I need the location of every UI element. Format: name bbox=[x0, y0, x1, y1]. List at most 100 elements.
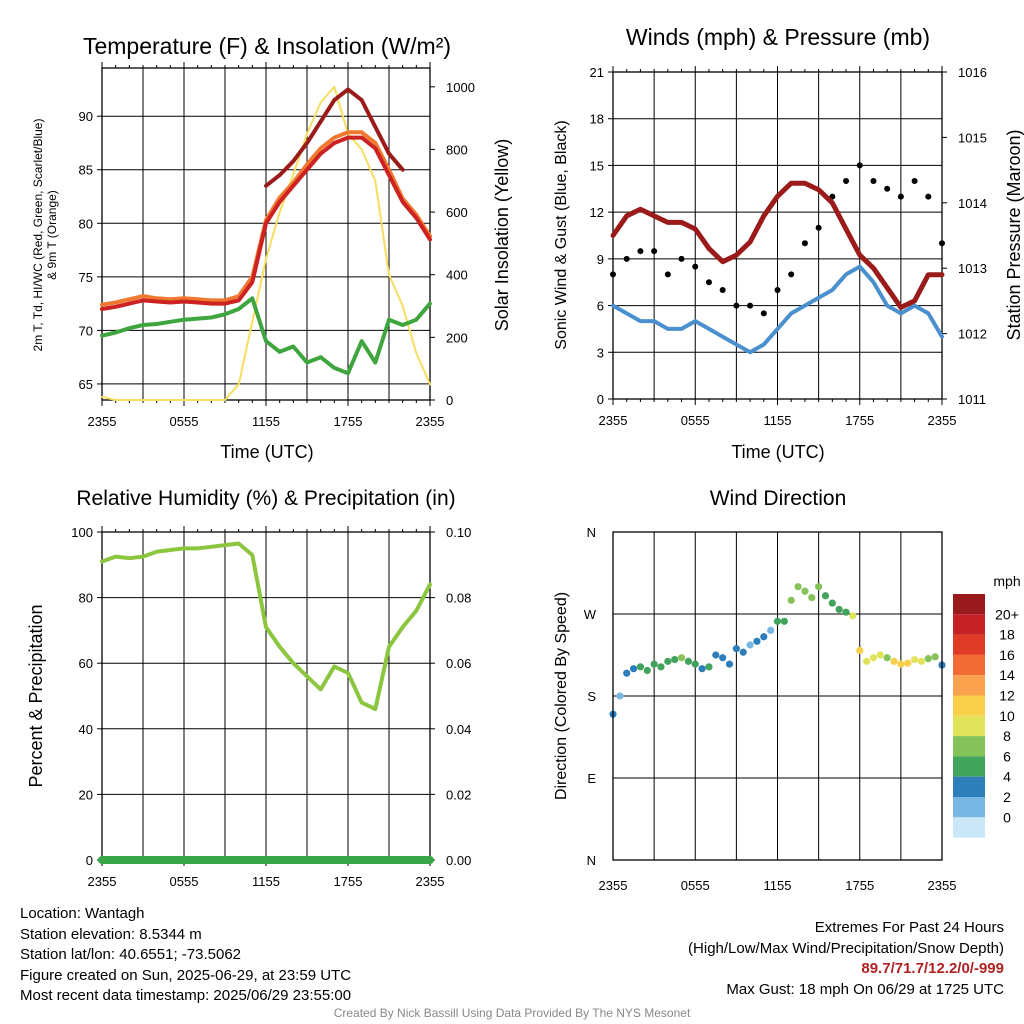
y-tick-label: 20 bbox=[79, 787, 93, 802]
y-tick-label: 15 bbox=[590, 158, 604, 173]
y-tick-label: E bbox=[587, 771, 596, 786]
x-tick-label: 1755 bbox=[334, 414, 363, 429]
series-line-insolation bbox=[101, 85, 431, 401]
direction-point bbox=[732, 645, 740, 653]
legend-swatch bbox=[953, 715, 985, 737]
y-tick-label: 12 bbox=[590, 205, 604, 220]
direction-point bbox=[849, 612, 857, 620]
series-line-td bbox=[100, 296, 432, 376]
y-tick-label: 6 bbox=[597, 299, 604, 314]
gust-point bbox=[911, 178, 918, 184]
direction-point bbox=[835, 605, 843, 614]
gust-point bbox=[678, 255, 685, 262]
gust-point bbox=[651, 248, 658, 255]
x-tick-label: 1155 bbox=[764, 878, 792, 893]
direction-point bbox=[897, 660, 905, 668]
gust-point bbox=[843, 178, 850, 184]
wind-ylabel: Sonic Wind & Gust (Blue, Black) bbox=[553, 120, 570, 349]
direction-point bbox=[691, 660, 699, 668]
y2-tick-label: 1011 bbox=[958, 392, 986, 407]
latlon-text: Station lat/lon: 40.6551; -73.5062 bbox=[20, 946, 242, 963]
legend-swatch bbox=[953, 797, 985, 818]
y-tick-label: 18 bbox=[590, 112, 604, 127]
plot-frame bbox=[612, 531, 943, 861]
y2-tick-label: 0.00 bbox=[446, 853, 471, 868]
gust-point bbox=[719, 287, 726, 293]
gust-point bbox=[733, 302, 740, 309]
direction-point bbox=[863, 657, 871, 665]
gust-point bbox=[788, 271, 795, 278]
gust-point bbox=[692, 263, 699, 270]
direction-point bbox=[664, 657, 672, 665]
direction-point bbox=[869, 654, 878, 662]
y2-tick-label: 400 bbox=[446, 268, 468, 283]
legend-label: 18 bbox=[999, 627, 1015, 643]
direction-point bbox=[623, 669, 631, 677]
temp-ylabel-right: Solar Insolation (Yellow) bbox=[492, 139, 512, 331]
y-tick-label: 75 bbox=[79, 270, 93, 285]
temp-xlabel: Time (UTC) bbox=[220, 442, 313, 462]
legend-label: 0 bbox=[1003, 809, 1011, 825]
direction-point bbox=[698, 665, 706, 673]
direction-point bbox=[629, 665, 638, 673]
legend-label: 4 bbox=[1003, 769, 1011, 785]
y-tick-label: 0 bbox=[597, 392, 604, 407]
legend-swatch bbox=[953, 817, 985, 838]
dir-ylabel: Direction (Colored By Speed) bbox=[553, 592, 570, 800]
x-tick-label: 1755 bbox=[845, 878, 874, 893]
x-tick-label: 1155 bbox=[764, 413, 792, 428]
legend-swatch bbox=[953, 614, 985, 635]
sonic-wind-line bbox=[611, 264, 944, 355]
series-line-hi-wc bbox=[264, 87, 405, 188]
x-tick-label: 2355 bbox=[599, 878, 628, 893]
gust-point bbox=[897, 193, 904, 200]
x-tick-label: 2355 bbox=[928, 413, 957, 428]
direction-point bbox=[794, 583, 802, 591]
x-tick-label: 0555 bbox=[681, 413, 710, 428]
y-tick-label: S bbox=[587, 689, 596, 704]
created-text: Figure created on Sun, 2025-06-29, at 23… bbox=[20, 966, 352, 984]
direction-point bbox=[815, 583, 823, 591]
x-tick-label: 2355 bbox=[928, 878, 957, 893]
direction-point bbox=[917, 657, 926, 665]
gust-point bbox=[664, 271, 671, 278]
gust-point bbox=[884, 185, 891, 192]
y-tick-label: 80 bbox=[79, 216, 93, 231]
legend-title: mph bbox=[993, 573, 1020, 589]
gust-point bbox=[774, 287, 781, 293]
direction-point bbox=[684, 657, 692, 665]
x-tick-label: 2355 bbox=[599, 413, 628, 428]
wind-ylabel-right: Station Pressure (Maroon) bbox=[1004, 129, 1024, 340]
gust-point bbox=[610, 271, 616, 278]
legend-swatch bbox=[953, 736, 985, 757]
y2-tick-label: 1016 bbox=[958, 65, 987, 80]
direction-point bbox=[760, 633, 768, 641]
gust-point bbox=[856, 162, 863, 169]
legend-swatch bbox=[953, 594, 985, 615]
y2-tick-label: 1000 bbox=[446, 80, 475, 95]
x-tick-label: 1155 bbox=[252, 874, 280, 889]
direction-point bbox=[821, 592, 830, 600]
elevation-text: Station elevation: 8.5344 m bbox=[20, 925, 202, 943]
extremes-subtitle: (High/Low/Max Wind/Precipitation/Snow De… bbox=[688, 939, 1004, 957]
legend-label: 12 bbox=[999, 688, 1015, 704]
temp-panel: 65 70 75 80 85 90 0 200 400 600 800 1000 2355 0555 115… bbox=[79, 62, 475, 429]
y-tick-label: 80 bbox=[79, 591, 93, 606]
rh-title: Relative Humidity (%) & Precipitation (i… bbox=[76, 487, 455, 510]
pressure-line bbox=[610, 180, 945, 310]
x-tick-label: 0555 bbox=[170, 874, 199, 889]
direction-point bbox=[616, 692, 624, 700]
x-tick-label: 2355 bbox=[416, 414, 445, 429]
direction-point bbox=[725, 660, 734, 668]
direction-point bbox=[719, 654, 727, 662]
wind-xlabel: Time (UTC) bbox=[731, 442, 824, 462]
direction-point bbox=[780, 617, 788, 625]
gust-point bbox=[637, 248, 644, 255]
series-line-2m-t bbox=[100, 135, 432, 311]
legend-swatch bbox=[953, 776, 985, 797]
direction-point bbox=[787, 596, 795, 604]
extremes-values: 89.7/71.7/12.2/0/-999 bbox=[861, 960, 1004, 977]
y-tick-label: 21 bbox=[590, 65, 604, 80]
gust-point bbox=[747, 302, 754, 309]
direction-point bbox=[773, 617, 782, 625]
